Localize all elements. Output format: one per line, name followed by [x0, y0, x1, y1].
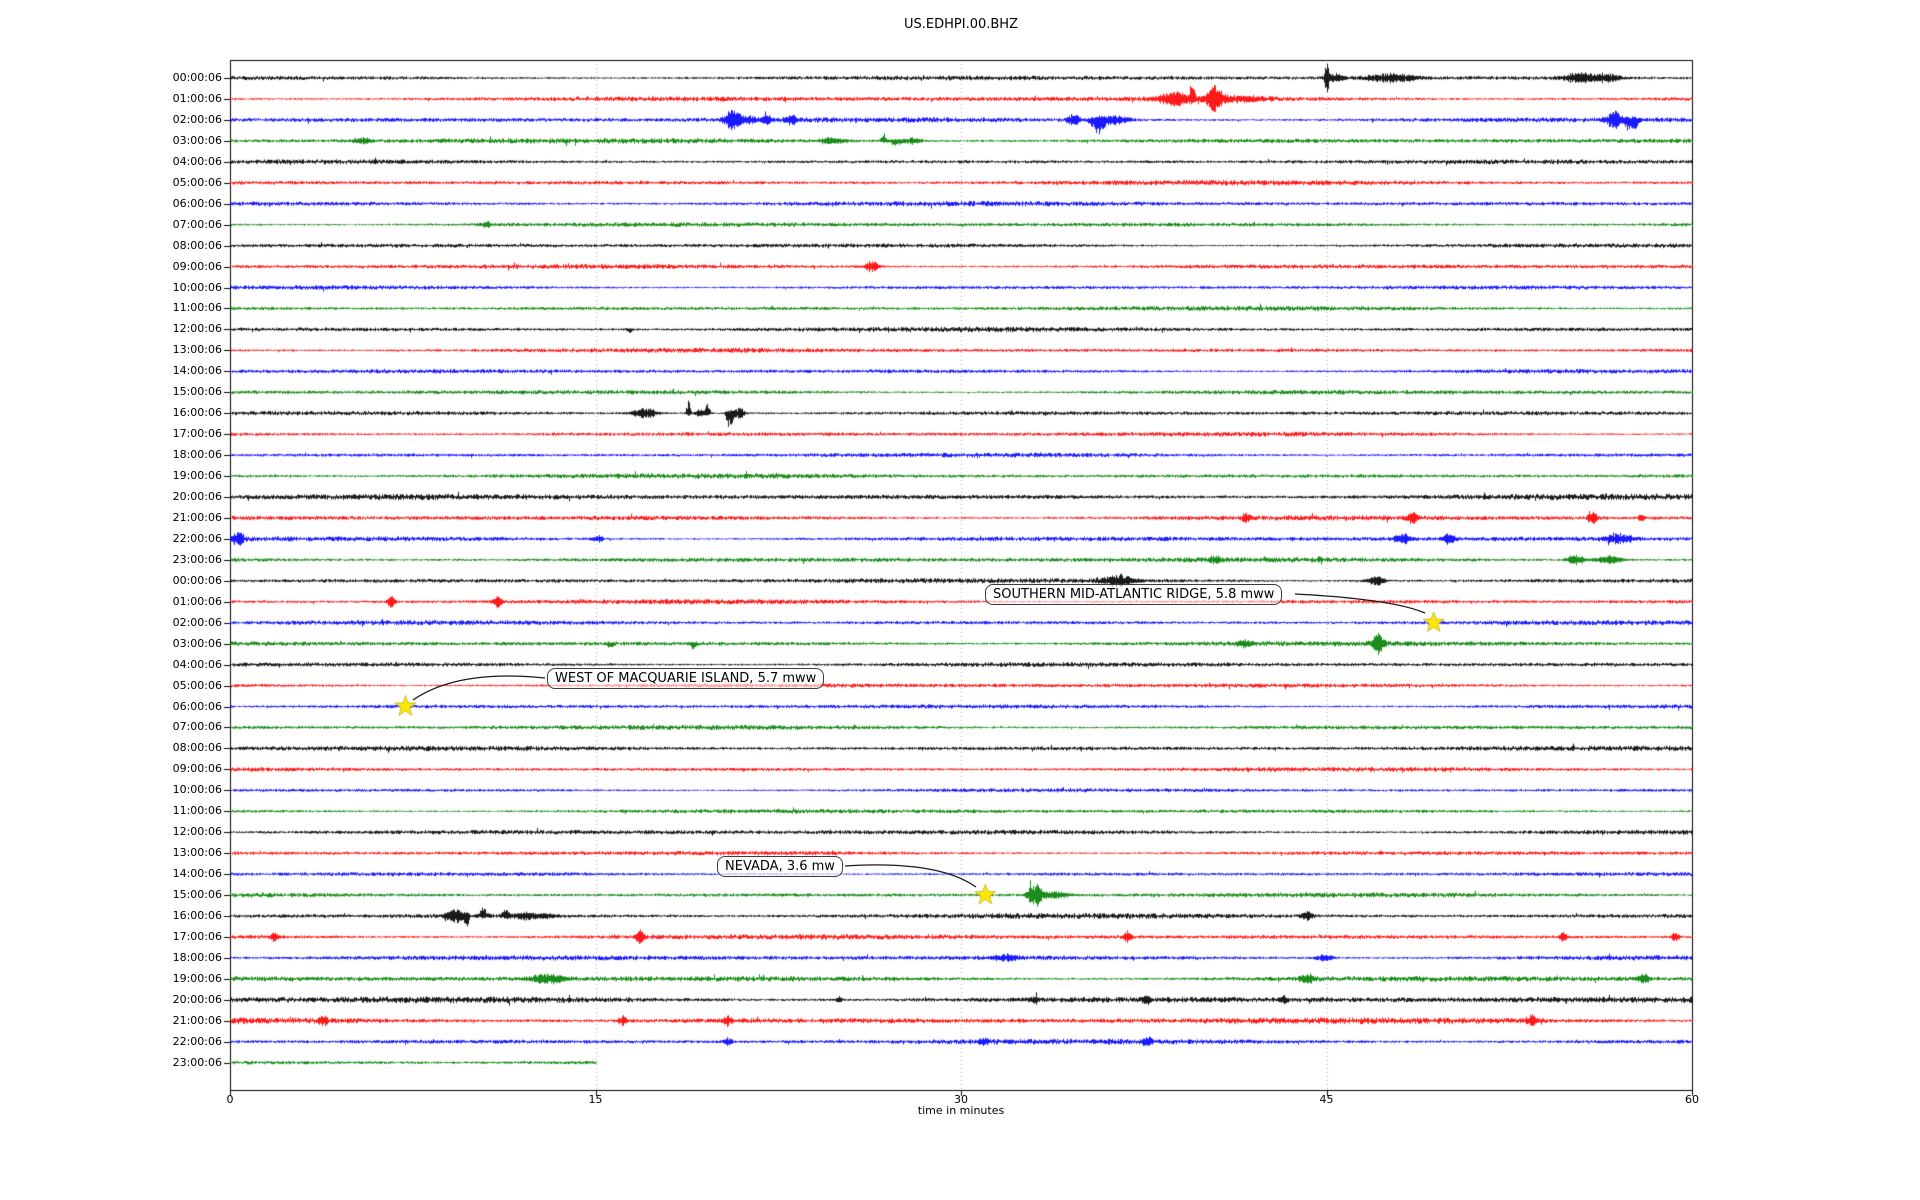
y-tick-label: 20:00:06: [172, 992, 222, 1006]
y-tick-label: 18:00:06: [172, 950, 222, 964]
y-tick-label: 07:00:06: [172, 217, 222, 231]
y-tick-label: 03:00:06: [172, 636, 222, 650]
y-tick-label: 16:00:06: [172, 909, 222, 922]
y-tick-label: 11:00:06: [172, 301, 222, 315]
x-tick-label: 60: [1685, 1093, 1699, 1106]
y-tick-label: 07:00:06: [172, 720, 222, 734]
y-tick-label: 15:00:06: [172, 888, 222, 902]
x-axis-label: time in minutes: [917, 1104, 1005, 1117]
y-tick-label: 02:00:06: [172, 112, 222, 126]
y-tick-label: 21:00:06: [172, 1013, 222, 1027]
y-tick-label: 05:00:06: [172, 175, 222, 189]
y-tick-label: 23:00:06: [172, 1055, 222, 1069]
y-tick-label: 01:00:06: [172, 91, 222, 105]
y-tick-label: 08:00:06: [172, 238, 222, 252]
chart-title: US.EDHPI.00.BHZ: [904, 17, 1018, 32]
x-tick-label: 15: [588, 1093, 603, 1106]
annotation-label: WEST OF MACQUARIE ISLAND, 5.7 mww: [547, 668, 825, 689]
y-tick-label: 10:00:06: [172, 280, 222, 294]
y-tick-label: 04:00:06: [172, 657, 222, 671]
y-tick-label: 19:00:06: [172, 971, 222, 985]
y-tick-label: 22:00:06: [172, 531, 222, 545]
y-tick-label: 08:00:06: [172, 741, 222, 755]
y-tick-label: 13:00:06: [172, 343, 222, 357]
annotation-label: SOUTHERN MID-ATLANTIC RIDGE, 5.8 mww: [985, 584, 1283, 605]
y-tick-label: 12:00:06: [172, 322, 222, 336]
y-tick-label: 11:00:06: [172, 804, 222, 818]
x-tick-label: 0: [226, 1093, 234, 1106]
y-tick-label: 15:00:06: [172, 385, 222, 399]
y-tick-label: 10:00:06: [172, 783, 222, 797]
y-tick-label: 17:00:06: [172, 929, 222, 943]
y-tick-label: 13:00:06: [172, 846, 222, 860]
y-tick-label: 21:00:06: [172, 510, 222, 524]
y-tick-label: 03:00:06: [172, 133, 222, 147]
y-tick-label: 12:00:06: [172, 825, 222, 839]
y-tick-label: 14:00:06: [172, 867, 222, 881]
x-tick-label: 45: [1319, 1093, 1334, 1106]
x-tick-label: 30: [954, 1093, 968, 1106]
y-tick-label: 22:00:06: [172, 1034, 222, 1048]
y-tick-label: 09:00:06: [172, 762, 222, 776]
y-tick-label: 04:00:06: [172, 154, 222, 168]
y-tick-label: 20:00:06: [172, 490, 222, 503]
y-tick-label: 06:00:06: [172, 196, 222, 210]
y-tick-label: 19:00:06: [172, 469, 222, 483]
y-tick-label: 23:00:06: [172, 552, 222, 566]
annotation-label: NEVADA, 3.6 mw: [717, 856, 843, 877]
y-tick-label: 05:00:06: [172, 678, 222, 692]
y-tick-label: 17:00:06: [172, 427, 222, 441]
y-tick-label: 01:00:06: [172, 594, 222, 608]
y-tick-label: 00:00:06: [172, 573, 222, 587]
y-tick-label: 00:00:06: [172, 71, 222, 84]
y-tick-label: 16:00:06: [172, 406, 222, 420]
y-tick-label: 14:00:06: [172, 364, 222, 378]
y-tick-label: 18:00:06: [172, 448, 222, 462]
y-tick-label: 02:00:06: [172, 615, 222, 629]
y-tick-label: 09:00:06: [172, 259, 222, 273]
y-tick-label: 06:00:06: [172, 699, 222, 713]
